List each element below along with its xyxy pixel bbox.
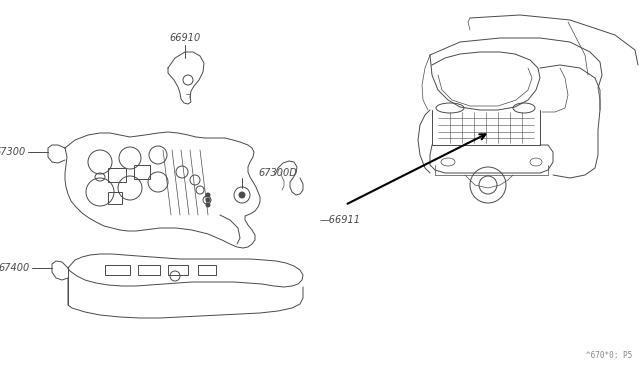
Text: ^670*0: P5: ^670*0: P5 (586, 351, 632, 360)
Text: 67300D: 67300D (258, 168, 297, 178)
Bar (105, 265, 130, 275)
Bar (168, 265, 188, 275)
Text: 67300: 67300 (0, 147, 26, 157)
Bar (108, 192, 122, 204)
Bar (198, 265, 216, 275)
Circle shape (206, 193, 210, 197)
Bar (138, 265, 160, 275)
Text: 67400: 67400 (0, 263, 30, 273)
Text: 66910: 66910 (170, 33, 200, 43)
Circle shape (206, 203, 210, 207)
Bar (134, 165, 150, 179)
Circle shape (206, 198, 210, 202)
Bar (108, 168, 126, 182)
Text: —66911: —66911 (320, 215, 361, 225)
Circle shape (239, 192, 245, 198)
